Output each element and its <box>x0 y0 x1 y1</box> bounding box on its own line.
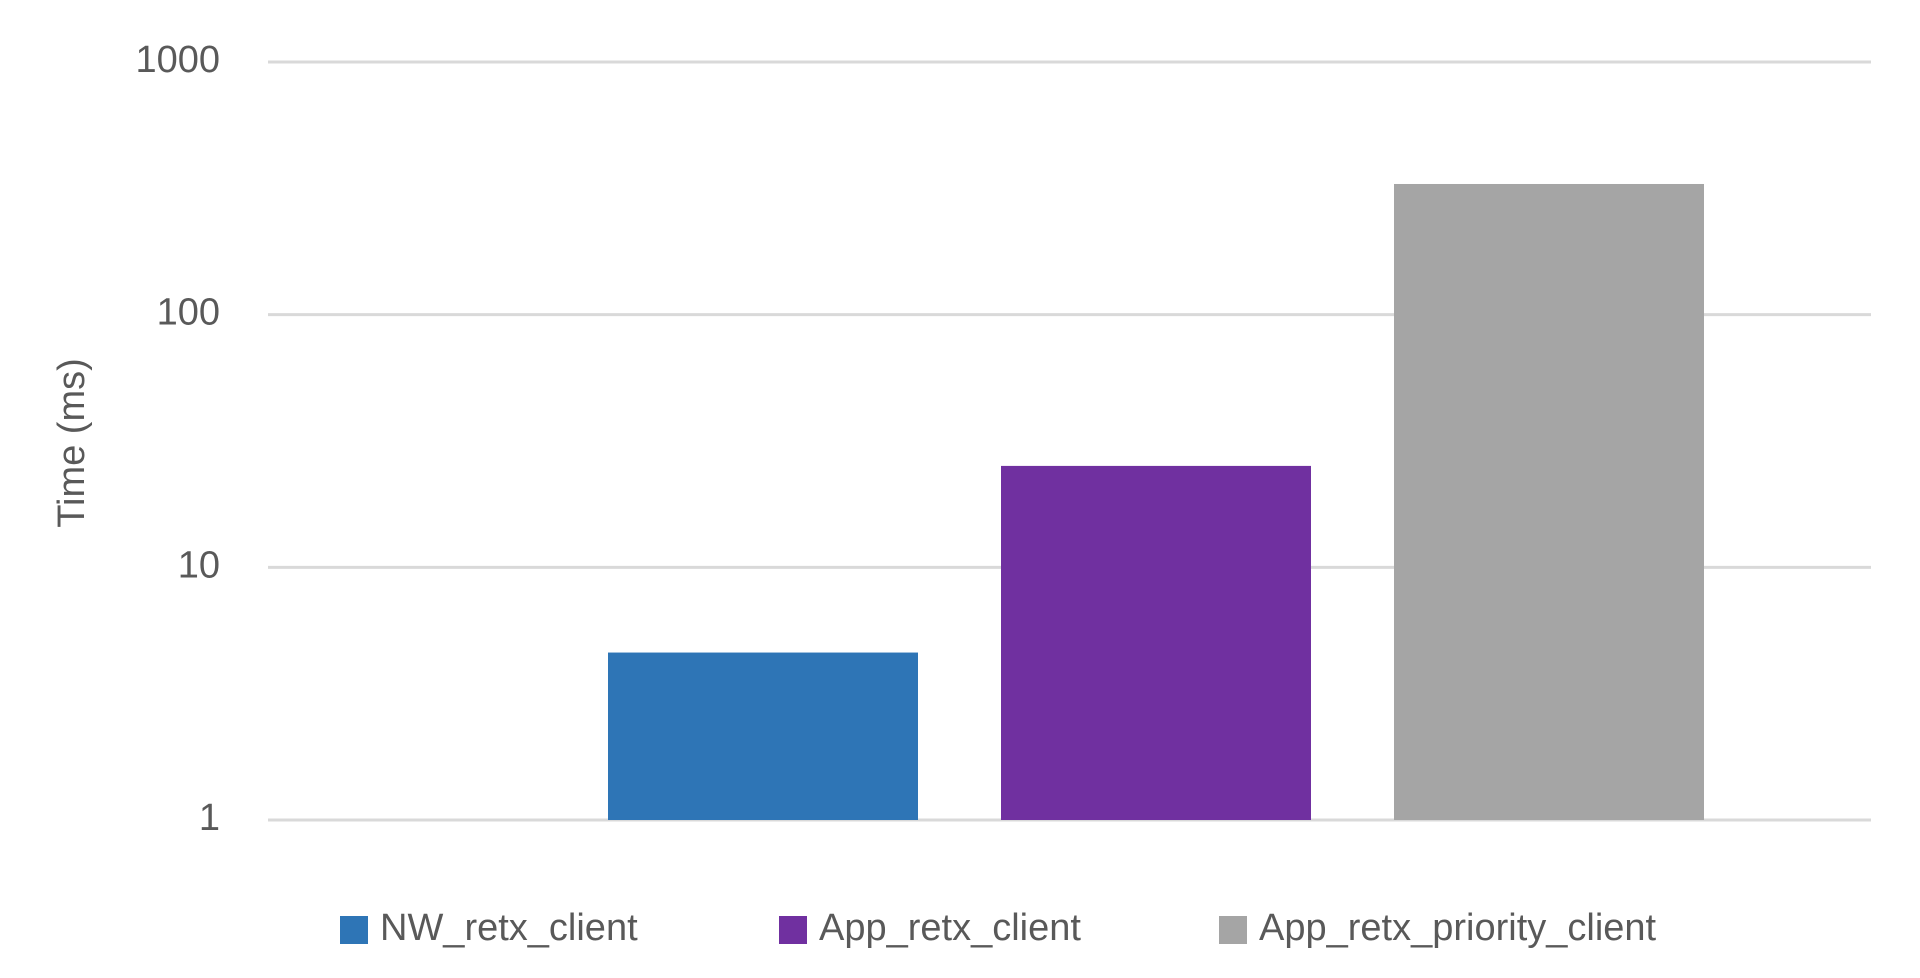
bar <box>1001 465 1311 820</box>
legend-swatch <box>779 916 807 944</box>
legend-label: App_retx_client <box>819 907 1081 949</box>
y-tick-label: 1000 <box>135 39 220 81</box>
legend-swatch <box>1219 916 1247 944</box>
legend-label: NW_retx_client <box>380 907 638 949</box>
y-tick-label: 10 <box>178 544 220 586</box>
legend-swatch <box>340 916 368 944</box>
bar <box>608 652 918 820</box>
bar <box>1394 183 1704 820</box>
y-tick-label: 100 <box>157 292 220 334</box>
y-axis-title: Time (ms) <box>51 358 93 528</box>
y-tick-label: 1 <box>199 797 220 839</box>
legend-label: App_retx_priority_client <box>1259 907 1657 949</box>
